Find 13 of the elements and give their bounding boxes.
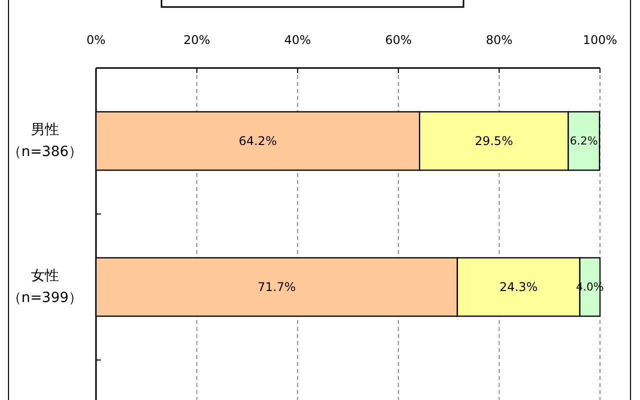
data-label: 29.5% — [474, 134, 513, 148]
x-tick-label: 80% — [486, 33, 513, 47]
data-label: 71.7% — [258, 280, 296, 294]
x-tick-label: 20% — [183, 33, 210, 47]
x-tick-label: 40% — [284, 33, 311, 47]
y-tick-label: 女性（n=399） — [6, 267, 84, 308]
x-tick-label: 0% — [86, 33, 106, 47]
x-tick-label: 60% — [385, 33, 412, 47]
data-label: 64.2% — [238, 134, 277, 148]
y-tick-label: 男性（n=386） — [6, 121, 84, 162]
data-label: 24.3% — [500, 280, 538, 294]
data-label: 6.2% — [570, 134, 598, 148]
x-tick-label: 100% — [582, 33, 618, 47]
